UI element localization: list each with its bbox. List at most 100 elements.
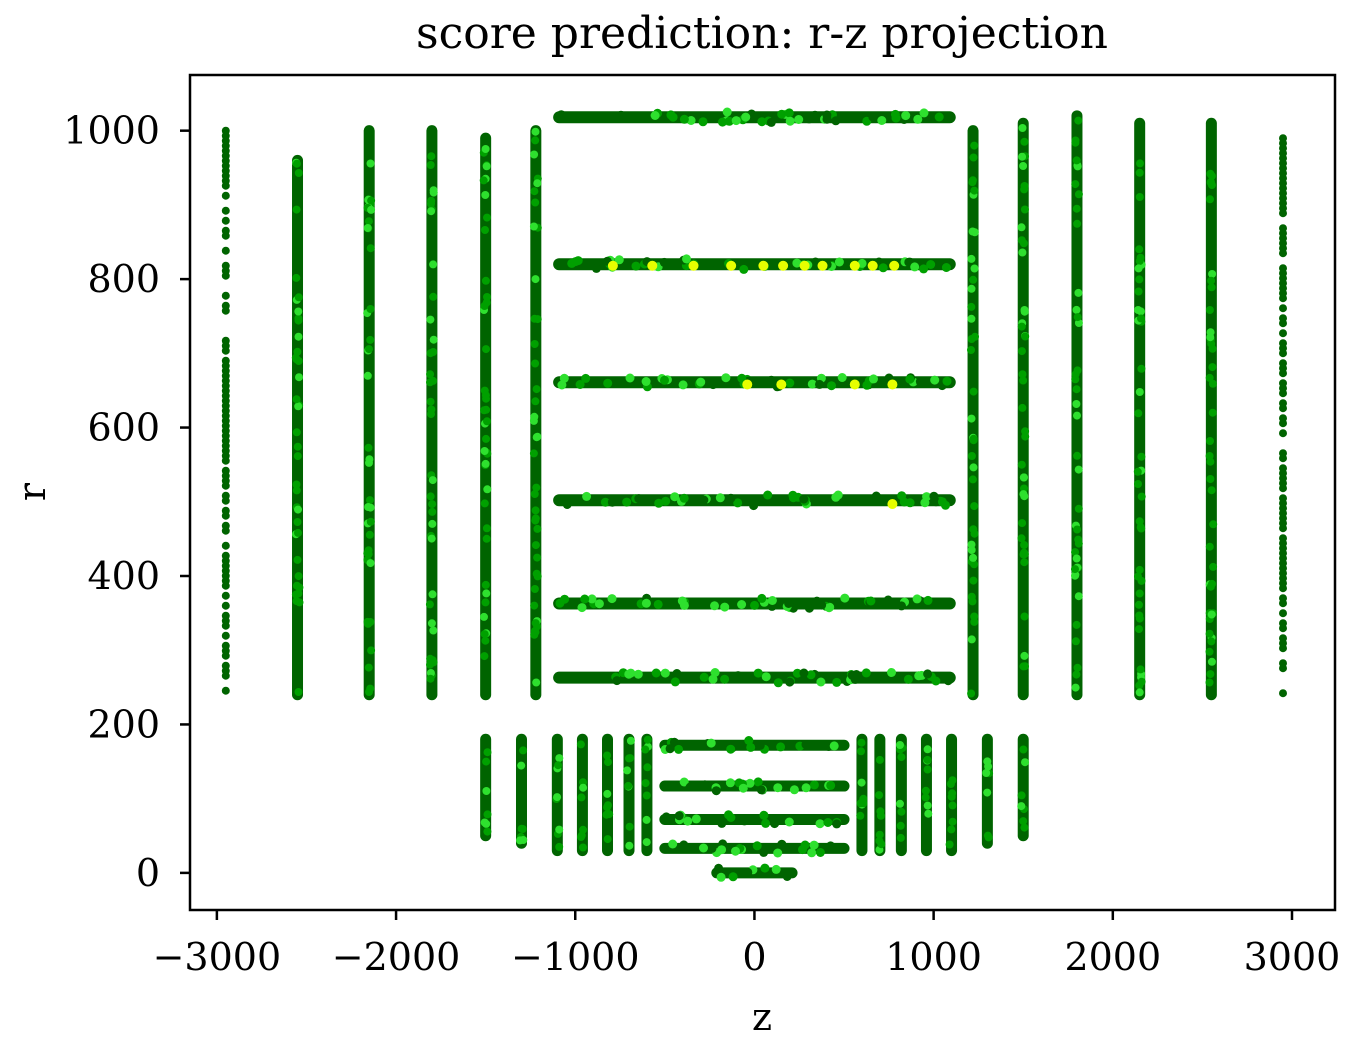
hit-point <box>897 753 906 762</box>
hit-point <box>876 811 885 820</box>
hit-point <box>1135 611 1144 620</box>
hit-point <box>1137 452 1146 461</box>
hit-point <box>292 273 301 282</box>
hit-point <box>969 275 978 284</box>
hit-point <box>923 755 932 764</box>
hit-point <box>661 496 671 506</box>
hit-point <box>937 497 947 507</box>
hit-point <box>1018 248 1027 257</box>
hit-point <box>480 386 489 395</box>
hit-point <box>427 410 435 419</box>
hit-point <box>782 872 792 881</box>
hit-point <box>1135 565 1144 574</box>
hit-point <box>1208 408 1217 417</box>
hit-point <box>1019 162 1028 170</box>
hit-point <box>426 397 435 406</box>
hit-point <box>857 747 865 756</box>
barrel-layer-7 <box>659 777 850 796</box>
hit-point <box>710 601 719 611</box>
hit-point <box>573 256 583 266</box>
hit-point <box>294 293 303 302</box>
hit-point <box>1071 565 1079 574</box>
hit-point <box>480 302 489 310</box>
hit-point <box>531 136 540 145</box>
high-score-point <box>607 260 618 271</box>
hit-point <box>294 688 303 696</box>
hit-point <box>815 848 825 857</box>
hit-point <box>857 778 866 787</box>
hit-point <box>1017 347 1026 356</box>
hit-point <box>896 799 904 808</box>
hit-point <box>533 553 542 562</box>
hit-point <box>679 114 689 124</box>
endcap-layer-25 <box>1017 733 1029 842</box>
hit-point <box>910 262 920 272</box>
hit-point <box>429 292 438 301</box>
hit-point <box>642 815 651 824</box>
hit-point <box>1135 168 1144 177</box>
hit-point <box>792 258 802 268</box>
hit-point <box>851 670 861 679</box>
hit-point <box>696 377 706 387</box>
hit-point <box>1205 647 1214 656</box>
hit-point <box>785 677 795 687</box>
hit-point <box>555 825 564 834</box>
hit-point <box>824 603 834 613</box>
endcap-layer-22 <box>920 733 933 857</box>
high-score-point <box>726 260 737 271</box>
hit-point <box>890 109 900 119</box>
x-tick-label: −1000 <box>511 935 640 979</box>
hit-point <box>594 599 604 609</box>
hit-point <box>426 492 435 501</box>
hit-point <box>1071 637 1080 646</box>
hit-point <box>674 744 684 754</box>
hit-point <box>1279 584 1287 593</box>
hit-point <box>785 116 795 126</box>
hit-point <box>817 600 827 610</box>
hit-point <box>482 589 491 598</box>
hit-point <box>1135 589 1144 598</box>
hit-point <box>479 176 488 185</box>
hit-point <box>603 378 613 388</box>
hit-point <box>660 375 669 385</box>
hit-point <box>763 490 773 500</box>
endcap-layer-10 <box>1205 117 1218 701</box>
hit-point <box>529 449 538 458</box>
hit-point <box>642 791 651 800</box>
hit-point <box>221 456 230 465</box>
hit-point <box>1073 219 1082 228</box>
hit-point <box>221 231 230 240</box>
barrel-layer-0 <box>553 107 956 127</box>
hit-point <box>576 740 585 749</box>
hit-point <box>983 788 992 797</box>
hit-point <box>734 671 744 681</box>
hit-point <box>1137 314 1145 323</box>
hit-point <box>1134 409 1143 418</box>
hit-point <box>1135 517 1144 526</box>
hit-point <box>555 754 564 763</box>
hit-point <box>1137 524 1146 533</box>
hit-point <box>816 677 826 687</box>
hit-point <box>831 116 841 126</box>
hit-point <box>753 777 763 787</box>
hit-point <box>429 626 438 635</box>
hit-point <box>1279 419 1287 428</box>
hit-point <box>1021 427 1030 436</box>
hit-point <box>221 541 230 550</box>
hit-point <box>294 332 303 341</box>
hit-point <box>294 572 303 581</box>
hit-point <box>483 827 492 836</box>
hit-point <box>1074 190 1083 199</box>
hit-point <box>756 785 766 795</box>
endcap-layer-3 <box>425 125 438 701</box>
hit-point <box>766 375 776 385</box>
hit-point <box>292 355 301 364</box>
hit-point <box>295 583 304 592</box>
hit-point <box>604 758 612 767</box>
hit-point <box>923 801 932 810</box>
hit-point <box>1136 159 1144 168</box>
hit-point <box>712 258 722 268</box>
hit-point <box>948 801 957 810</box>
hit-point <box>948 789 957 798</box>
hit-point <box>581 373 591 383</box>
